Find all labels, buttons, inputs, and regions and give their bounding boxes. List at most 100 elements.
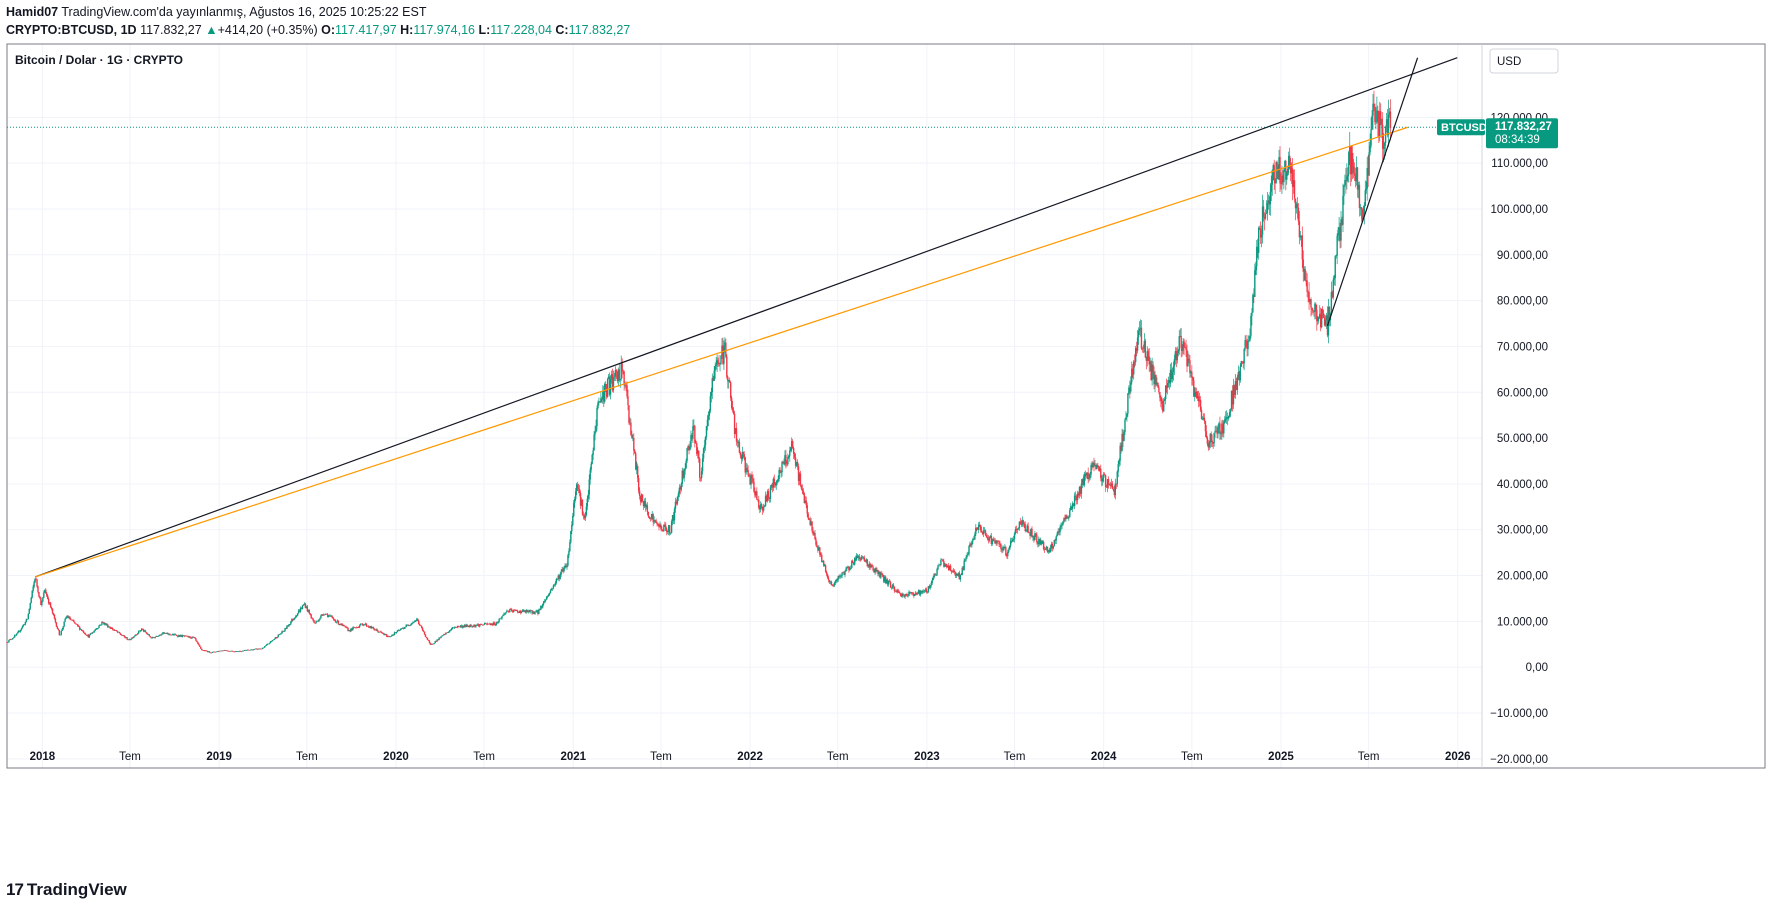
time-tick-label: Tem — [1358, 751, 1380, 763]
price-tick-label: 0,00 — [1526, 662, 1548, 674]
candle-body — [1367, 168, 1369, 176]
publisher-name[interactable]: Hamid07 — [6, 5, 59, 19]
candle-body — [1303, 269, 1305, 272]
candle-body — [1039, 539, 1041, 545]
candle-body — [126, 637, 128, 640]
candle-body — [569, 542, 571, 552]
candle-body — [943, 561, 945, 567]
candle-body — [846, 567, 848, 569]
candle-body — [835, 580, 837, 582]
candle-body — [800, 485, 803, 489]
candle-body — [630, 422, 632, 435]
candle-body — [377, 630, 379, 633]
candle-body — [1108, 484, 1111, 486]
candle-body — [867, 566, 869, 568]
candle-body — [667, 525, 670, 532]
candle-body — [1305, 280, 1307, 281]
candle-body — [54, 618, 57, 623]
candle-body — [1306, 280, 1308, 292]
candle-body — [295, 615, 298, 617]
price-tick-label: 80.000,00 — [1497, 296, 1548, 308]
candle-body — [1371, 115, 1373, 130]
candle-body — [909, 591, 911, 593]
candle-body — [1166, 383, 1169, 388]
time-axis[interactable]: 2018 Tem 2019 Tem 2020 Tem 2021 Tem 2022 Tem 2023 T… — [30, 751, 1471, 763]
candle-body — [1068, 517, 1070, 519]
candle-body — [585, 506, 588, 516]
trendlines[interactable] — [34, 57, 1458, 578]
candle-body — [691, 434, 693, 439]
candle-body — [452, 627, 455, 629]
price-axis[interactable]: −20.000,00 −10.000,00 0,00 10.000,00 20.000,… — [1490, 112, 1548, 766]
candle-body — [872, 566, 874, 571]
candle-body — [814, 533, 816, 540]
candle-body — [441, 635, 443, 637]
candle-body — [499, 618, 501, 620]
candle-body — [897, 590, 899, 592]
candle-body — [789, 450, 791, 456]
candle-body — [767, 491, 770, 498]
candle-body — [554, 582, 557, 585]
candle-body — [977, 529, 979, 530]
candle-body — [615, 370, 618, 372]
candle-body — [1331, 292, 1334, 298]
candle-body — [661, 529, 663, 530]
candle-body — [1271, 170, 1273, 185]
candle-body — [1376, 110, 1378, 122]
candle-body — [1202, 417, 1205, 420]
candle-body — [1085, 473, 1087, 476]
candle-body — [1052, 545, 1055, 549]
candle-body — [384, 634, 386, 635]
open-value: 117.417,97 — [335, 23, 397, 37]
candle-body — [445, 632, 447, 635]
candle-body — [363, 624, 366, 625]
tradingview-brand[interactable]: 17 TradingView — [6, 880, 127, 900]
candle-body — [400, 628, 403, 630]
candle-body — [102, 621, 104, 623]
candle-body — [156, 636, 158, 637]
candle-body — [1056, 533, 1058, 537]
candle-body — [1037, 542, 1039, 545]
candle-body — [787, 456, 789, 465]
candle-body — [1322, 313, 1325, 318]
candle-body — [43, 592, 45, 598]
candle-body — [30, 597, 32, 603]
candle-body — [1133, 361, 1136, 363]
candle-body — [11, 638, 13, 640]
candle-body — [602, 391, 604, 400]
candle-body — [1058, 531, 1060, 533]
candle-body — [310, 614, 312, 619]
candle-body — [1308, 291, 1310, 302]
price-tag-bg — [1486, 118, 1558, 149]
candle-body — [715, 364, 717, 367]
candle-body — [1132, 368, 1134, 375]
candle-body — [865, 559, 868, 562]
currency-button[interactable] — [1489, 48, 1559, 74]
candle-body — [689, 446, 691, 451]
candle-body — [1162, 403, 1164, 412]
candle-body — [1366, 168, 1368, 189]
candle-body — [407, 625, 409, 626]
candle-body — [442, 635, 444, 636]
candle-body — [903, 595, 905, 597]
candle-body — [76, 623, 78, 625]
candle-body — [983, 530, 986, 531]
candle-body — [750, 475, 752, 485]
candle-body — [848, 566, 850, 570]
candle-body — [464, 625, 466, 628]
candle-body — [836, 579, 838, 581]
candle-body — [1255, 266, 1257, 271]
candle-body — [97, 627, 99, 629]
candle-body — [326, 614, 329, 617]
candle-body — [594, 432, 596, 435]
candle-body — [917, 590, 920, 594]
candle-body — [151, 637, 154, 639]
candle-body — [844, 571, 846, 575]
candle-body — [101, 621, 103, 625]
candle-body — [94, 629, 96, 631]
candle-body — [833, 582, 836, 586]
time-tick-label: 2026 — [1445, 751, 1471, 763]
candle-body — [1102, 474, 1105, 478]
candle-body — [681, 470, 683, 484]
